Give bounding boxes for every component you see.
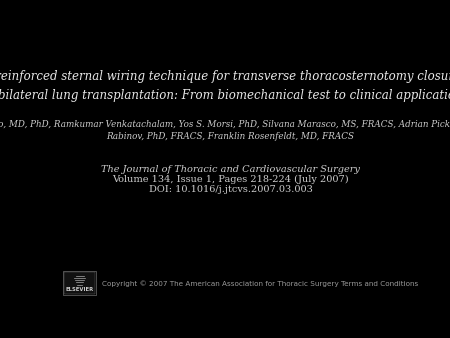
Text: ELSEVIER: ELSEVIER	[66, 287, 94, 292]
Text: DOI: 10.1016/j.jtcvs.2007.03.003: DOI: 10.1016/j.jtcvs.2007.03.003	[148, 185, 313, 194]
Text: The Journal of Thoracic and Cardiovascular Surgery: The Journal of Thoracic and Cardiovascul…	[101, 165, 360, 174]
Bar	[63, 271, 96, 295]
Bar	[64, 272, 95, 294]
Text: Volume 134, Issue 1, Pages 218-224 (July 2007): Volume 134, Issue 1, Pages 218-224 (July…	[112, 175, 349, 184]
Text: Takahiro Oto, MD, PhD, Ramkumar Venkatachalam, Yos S. Morsi, PhD, Silvana Marasc: Takahiro Oto, MD, PhD, Ramkumar Venkatac…	[0, 120, 450, 141]
Text: Copyright © 2007 The American Association for Thoracic Surgery Terms and Conditi: Copyright © 2007 The American Associatio…	[102, 281, 418, 288]
Text: A reinforced sternal wiring technique for transverse thoracosternotomy closure i: A reinforced sternal wiring technique fo…	[0, 70, 450, 102]
